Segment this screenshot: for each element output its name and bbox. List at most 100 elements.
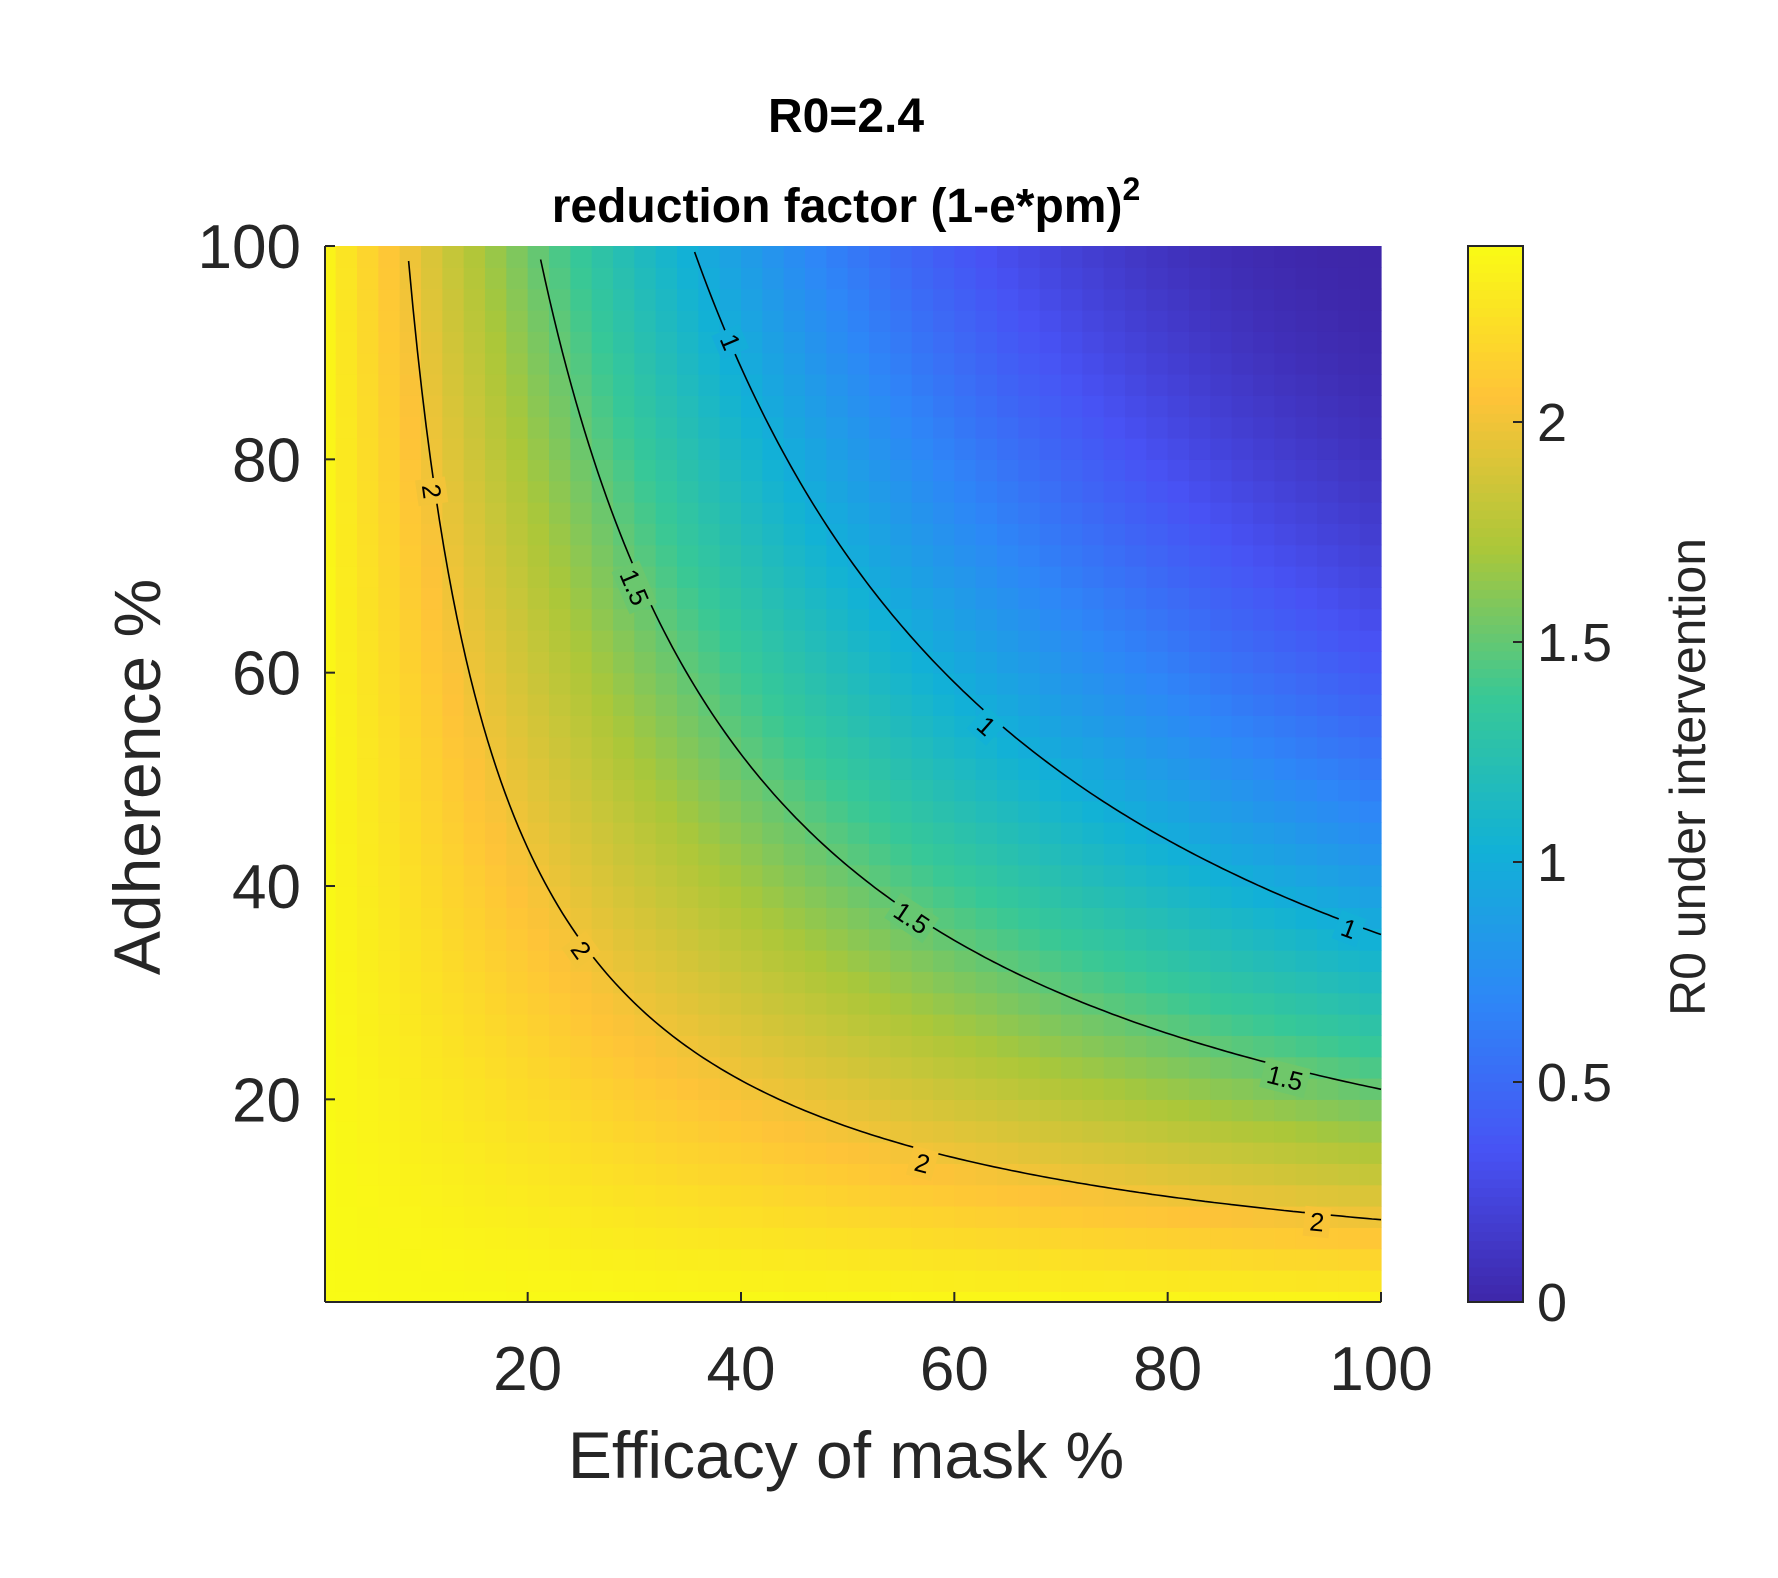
heatmap-cell (1125, 310, 1147, 332)
heatmap-cell (698, 246, 721, 268)
heatmap-cell (1146, 1142, 1169, 1164)
heatmap-cell (1231, 502, 1254, 524)
heatmap-cell (325, 1056, 337, 1079)
colorbar-tick-label: 0 (1537, 1273, 1567, 1333)
heatmap-cell (1253, 1206, 1275, 1228)
heatmap-cell (1039, 1142, 1062, 1164)
heatmap-cell (463, 587, 486, 610)
heatmap-cell (677, 1035, 699, 1058)
heatmap-cell (613, 992, 635, 1015)
heatmap-cell (1189, 1078, 1211, 1100)
heatmap-cell (847, 800, 870, 823)
heatmap-cell (549, 672, 571, 695)
heatmap-cell (1253, 310, 1275, 332)
colorbar-segment (1468, 686, 1523, 696)
heatmap-cell (549, 459, 571, 482)
heatmap-cell (421, 310, 443, 332)
heatmap-cell (1359, 779, 1382, 802)
heatmap-cell (1125, 736, 1147, 759)
heatmap-cell (698, 1078, 721, 1100)
heatmap-cell (1061, 331, 1083, 354)
heatmap-cell (1253, 566, 1275, 588)
heatmap-cell (1338, 715, 1361, 738)
heatmap-cell (655, 1291, 678, 1303)
heatmap-cell (527, 971, 550, 994)
heatmap-cell (1082, 651, 1105, 674)
heatmap-cell (399, 1078, 422, 1100)
heatmap-cell (527, 800, 550, 823)
heatmap-cell (1274, 1163, 1297, 1186)
heatmap-cell (634, 779, 657, 802)
heatmap-cell (421, 694, 443, 716)
heatmap-cell (527, 1248, 550, 1271)
heatmap-cell (1231, 800, 1254, 823)
heatmap-cell (655, 630, 678, 652)
heatmap-cell (805, 758, 827, 780)
heatmap-cell (1167, 1184, 1190, 1207)
heatmap-cell (1146, 352, 1169, 375)
heatmap-cell (719, 459, 742, 482)
heatmap-cell (591, 992, 614, 1015)
heatmap-cell (1146, 758, 1169, 780)
heatmap-cell (911, 864, 934, 887)
heatmap-cell (1231, 523, 1254, 546)
heatmap-cell (1018, 246, 1041, 268)
heatmap-cell (719, 480, 742, 503)
heatmap-cell (570, 672, 593, 695)
heatmap-cell (463, 736, 486, 759)
heatmap-cell (485, 1291, 507, 1303)
heatmap-cell (1167, 992, 1190, 1015)
heatmap-cell (847, 395, 870, 418)
heatmap-cell (677, 1014, 699, 1036)
colorbar-segment (1468, 1231, 1523, 1241)
heatmap-cell (335, 758, 358, 780)
heatmap-cell (421, 395, 443, 418)
heatmap-cell (997, 1099, 1019, 1122)
heatmap-cell (549, 1035, 571, 1058)
heatmap-cell (549, 246, 571, 268)
heatmap-cell (1274, 459, 1297, 482)
heatmap-cell (1018, 758, 1041, 780)
colorbar-segment (1468, 985, 1523, 995)
heatmap-cell (741, 715, 763, 738)
heatmap-cell (677, 1270, 699, 1292)
heatmap-cell (911, 630, 934, 652)
heatmap-cell (570, 566, 593, 588)
heatmap-cell (549, 310, 571, 332)
heatmap-cell (741, 416, 763, 439)
heatmap-cell (1039, 1078, 1062, 1100)
heatmap-cell (1039, 1206, 1062, 1228)
heatmap-cell (1274, 331, 1297, 354)
heatmap-cell (1295, 950, 1318, 972)
heatmap-cell (1082, 459, 1105, 482)
heatmap-cell (335, 672, 358, 695)
heatmap-cell (335, 950, 358, 972)
heatmap-cell (1082, 395, 1105, 418)
heatmap-cell (847, 566, 870, 588)
heatmap-cell (1295, 502, 1318, 524)
heatmap-cell (613, 1014, 635, 1036)
heatmap-cell (613, 1184, 635, 1207)
heatmap-cell (485, 1078, 507, 1100)
heatmap-cell (1061, 992, 1083, 1015)
heatmap-cell (335, 1291, 358, 1303)
heatmap-cell (975, 1270, 998, 1292)
heatmap-cell (378, 1014, 401, 1036)
heatmap-cell (1103, 971, 1126, 994)
heatmap-cell (527, 587, 550, 610)
heatmap-cell (933, 1078, 955, 1100)
heatmap-cell (783, 950, 806, 972)
heatmap-cell (783, 758, 806, 780)
heatmap-cell (847, 1142, 870, 1164)
heatmap-cell (1125, 352, 1147, 375)
colorbar-segment (1468, 571, 1523, 581)
heatmap-cell (634, 907, 657, 930)
heatmap-cell (1338, 1099, 1361, 1122)
heatmap-cell (399, 1291, 422, 1303)
heatmap-cell (1231, 971, 1254, 994)
heatmap-cell (421, 608, 443, 631)
heatmap-cell (805, 928, 827, 951)
heatmap-cell (698, 523, 721, 546)
heatmap-cell (741, 352, 763, 375)
heatmap-cell (1082, 310, 1105, 332)
